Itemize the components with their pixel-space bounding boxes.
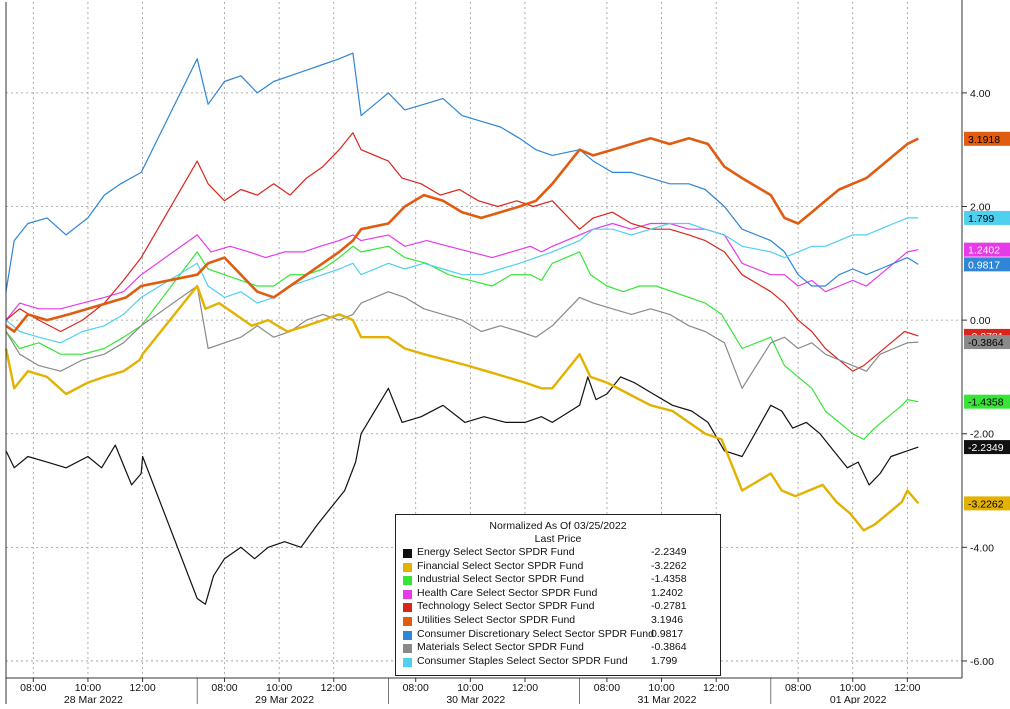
end-label-box: [964, 131, 1010, 146]
legend-item-name: Industrial Select Sector SPDR Fund: [417, 573, 584, 586]
y-tick-label: 0.00: [970, 315, 991, 327]
legend-swatch: [403, 549, 412, 558]
x-tick-label: 12:00: [129, 682, 155, 694]
legend-item: Financial Select Sector SPDR Fund -3.2262: [396, 560, 720, 574]
y-tick-label: -6.00: [970, 656, 994, 668]
end-label: 1.2402: [968, 245, 1000, 257]
legend-swatch: [403, 562, 412, 572]
day-label: 29 Mar 2022: [255, 694, 314, 704]
legend-item: Industrial Select Sector SPDR Fund -1.435…: [396, 573, 720, 587]
grid: [6, 2, 962, 704]
x-tick-label: 10:00: [457, 682, 483, 694]
x-tick-label: 08:00: [20, 682, 46, 694]
legend-item-name: Utilities Select Sector SPDR Fund: [417, 613, 576, 626]
end-label-box: [964, 242, 1010, 257]
end-label-box: [964, 496, 1010, 511]
end-label: 3.1918: [968, 134, 1000, 146]
legend-item: Materials Select Sector SPDR Fund -0.3864: [396, 641, 720, 655]
legend-item: Utilities Select Sector SPDR Fund 3.1946: [396, 614, 720, 628]
legend-item: Health Care Select Sector SPDR Fund 1.240…: [396, 587, 720, 601]
legend-item: Technology Select Sector SPDR Fund -0.278…: [396, 600, 720, 614]
y-tick-label: 2.00: [970, 202, 991, 214]
series-line: [5, 285, 919, 389]
day-label: 31 Mar 2022: [638, 694, 697, 704]
end-label-box: [964, 335, 1010, 350]
y-tick-label: -2.00: [970, 429, 994, 441]
end-label: 1.799: [968, 213, 994, 225]
legend-item-value: 1.2402: [651, 586, 684, 599]
series-line: [5, 376, 919, 605]
x-tick-label: 12:00: [321, 682, 347, 694]
legend-item-value: -0.2781: [651, 600, 687, 613]
x-tick-label: 08:00: [211, 682, 237, 694]
y-tick-label: -4.00: [970, 542, 994, 554]
x-tick-label: 10:00: [648, 682, 674, 694]
x-tick-label: 10:00: [266, 682, 292, 694]
legend-swatch: [403, 616, 412, 626]
series-lines: [4, 52, 920, 605]
legend-item-name: Health Care Select Sector SPDR Fund: [417, 586, 598, 599]
legend-item-value: -3.2262: [651, 559, 687, 572]
series-line: [5, 132, 919, 372]
legend-item-name: Technology Select Sector SPDR Fund: [417, 600, 595, 613]
x-tick-label: 10:00: [75, 682, 101, 694]
legend-item-name: Consumer Staples Select Sector SPDR Fund: [417, 654, 628, 667]
axes: 4.00 2.00 0.00 -2.00 -4.00 -6.00 08:00 10:00 12:…: [5, 0, 994, 706]
legend-swatch: [403, 630, 412, 640]
series-line: [5, 217, 919, 344]
day-label: 01 Apr 2022: [830, 694, 887, 704]
series-line: [5, 137, 919, 333]
day-label: 28 Mar 2022: [64, 694, 123, 704]
x-tick-label: 10:00: [840, 682, 866, 694]
legend-item: Consumer Discretionary Select Sector SPD…: [396, 628, 720, 642]
legend-swatch: [403, 589, 412, 599]
legend-item-value: -2.2349: [651, 546, 687, 558]
legend-item-value: -0.3864: [651, 641, 687, 654]
legend-swatch: [403, 576, 412, 586]
end-label-box: [964, 257, 1010, 272]
legend-item-name: Financial Select Sector SPDR Fund: [417, 559, 584, 572]
legend-swatch: [403, 603, 412, 613]
legend-rows: Energy Select Sector SPDR Fund -2.2349 Fin…: [396, 546, 720, 668]
x-tick-label: 08:00: [403, 682, 429, 694]
end-label: 0.9817: [968, 259, 1000, 271]
legend-item-value: 0.9817: [651, 627, 684, 640]
end-label-box: [964, 210, 1010, 225]
x-tick-label: 08:00: [785, 682, 811, 694]
y-tick-label: 4.00: [970, 88, 991, 100]
series-line: [4, 284, 920, 532]
end-labels: 3.19181.7991.24020.9817-0.2781-0.3864-1.…: [964, 131, 1010, 511]
end-label: -2.2349: [968, 442, 1004, 454]
legend-item-name: Consumer Discretionary Select Sector SPD…: [417, 627, 654, 640]
legend-item-value: 1.799: [651, 654, 678, 667]
day-label: 30 Mar 2022: [446, 694, 505, 704]
x-tick-label: 08:00: [594, 682, 620, 694]
end-label-box: [964, 394, 1010, 409]
series-line: [5, 52, 919, 292]
legend-subtitle: Last Price: [534, 533, 582, 545]
legend-item: Consumer Staples Select Sector SPDR Fund…: [396, 655, 720, 669]
legend: Normalized As Of 03/25/2022 Last Price E…: [395, 514, 721, 676]
legend-item-name: Materials Select Sector SPDR Fund: [417, 641, 584, 654]
legend-item-name: Energy Select Sector SPDR Fund: [417, 546, 575, 558]
x-tick-label: 12:00: [894, 682, 920, 694]
legend-item-value: 3.1946: [651, 613, 684, 626]
end-label: -0.3864: [968, 337, 1004, 349]
x-tick-label: 12:00: [512, 682, 538, 694]
end-label-box: [964, 440, 1010, 455]
end-label: -1.4358: [968, 397, 1004, 409]
end-label: -3.2262: [968, 498, 1004, 510]
x-tick-label: 12:00: [703, 682, 729, 694]
legend-swatch: [403, 657, 412, 667]
legend-item-value: -1.4358: [651, 573, 687, 586]
legend-title: Normalized As Of 03/25/2022: [489, 520, 627, 532]
legend-swatch: [403, 644, 412, 654]
legend-item: Energy Select Sector SPDR Fund -2.2349: [396, 546, 720, 560]
